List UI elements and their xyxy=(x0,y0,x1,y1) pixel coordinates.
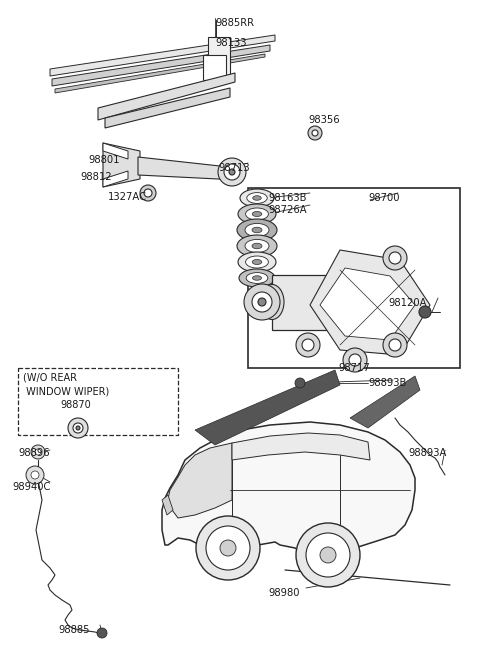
Circle shape xyxy=(31,445,45,459)
Ellipse shape xyxy=(252,243,262,249)
Polygon shape xyxy=(162,422,415,562)
Ellipse shape xyxy=(260,284,284,320)
Circle shape xyxy=(320,547,336,563)
Polygon shape xyxy=(55,54,265,93)
Circle shape xyxy=(252,292,272,312)
Polygon shape xyxy=(103,143,128,159)
Polygon shape xyxy=(232,433,370,460)
Text: WINDOW WIPER): WINDOW WIPER) xyxy=(23,386,109,396)
Circle shape xyxy=(419,306,431,318)
Circle shape xyxy=(76,426,80,430)
Ellipse shape xyxy=(240,189,274,207)
Polygon shape xyxy=(320,268,415,340)
Polygon shape xyxy=(195,370,340,445)
Text: 98133: 98133 xyxy=(215,38,247,48)
Circle shape xyxy=(343,348,367,372)
Polygon shape xyxy=(162,495,173,515)
Ellipse shape xyxy=(238,252,276,272)
Ellipse shape xyxy=(245,223,269,236)
Text: 98120A: 98120A xyxy=(388,298,427,308)
Ellipse shape xyxy=(252,227,262,233)
Circle shape xyxy=(295,378,305,388)
Bar xyxy=(18,368,178,435)
Text: 98940C: 98940C xyxy=(12,482,50,492)
Circle shape xyxy=(383,246,407,270)
Polygon shape xyxy=(50,35,275,76)
Circle shape xyxy=(144,189,152,197)
Text: 98885: 98885 xyxy=(58,625,89,635)
Bar xyxy=(272,275,360,330)
Text: 98893A: 98893A xyxy=(408,448,446,458)
Circle shape xyxy=(306,533,350,577)
Circle shape xyxy=(26,466,44,484)
Bar xyxy=(203,55,226,80)
Circle shape xyxy=(389,252,401,264)
Circle shape xyxy=(224,164,240,180)
Polygon shape xyxy=(98,73,235,120)
Ellipse shape xyxy=(246,256,268,268)
Polygon shape xyxy=(310,250,430,355)
Ellipse shape xyxy=(246,208,268,220)
Circle shape xyxy=(244,284,280,320)
Text: 98700: 98700 xyxy=(368,193,399,203)
Ellipse shape xyxy=(247,193,267,204)
Circle shape xyxy=(296,333,320,357)
Ellipse shape xyxy=(245,239,269,253)
Text: 98801: 98801 xyxy=(88,155,120,165)
Polygon shape xyxy=(52,45,270,86)
Ellipse shape xyxy=(239,269,275,287)
Text: 98356: 98356 xyxy=(308,115,340,125)
Circle shape xyxy=(229,169,235,175)
Circle shape xyxy=(206,526,250,570)
Ellipse shape xyxy=(237,219,277,241)
Circle shape xyxy=(258,298,266,306)
Circle shape xyxy=(218,158,246,186)
Ellipse shape xyxy=(253,196,261,200)
Polygon shape xyxy=(350,376,420,428)
Text: 98717: 98717 xyxy=(338,363,370,373)
Polygon shape xyxy=(103,143,140,187)
Circle shape xyxy=(73,423,83,433)
Circle shape xyxy=(389,339,401,351)
Polygon shape xyxy=(105,88,230,128)
Text: 98812: 98812 xyxy=(80,172,112,182)
Ellipse shape xyxy=(237,235,277,257)
Ellipse shape xyxy=(252,259,262,265)
Text: 98163B: 98163B xyxy=(268,193,307,203)
Text: 1327AC: 1327AC xyxy=(108,192,147,202)
Circle shape xyxy=(140,185,156,201)
Circle shape xyxy=(97,628,107,638)
Ellipse shape xyxy=(238,204,276,224)
Ellipse shape xyxy=(252,276,262,280)
Polygon shape xyxy=(138,157,238,180)
Text: 98896: 98896 xyxy=(18,448,49,458)
Text: 98870: 98870 xyxy=(60,400,91,410)
Ellipse shape xyxy=(252,212,262,217)
Text: 9885RR: 9885RR xyxy=(215,18,254,28)
Text: (W/O REAR: (W/O REAR xyxy=(23,373,77,383)
Bar xyxy=(208,37,230,79)
Circle shape xyxy=(68,418,88,438)
Circle shape xyxy=(296,523,360,587)
Bar xyxy=(248,188,460,368)
Text: 98726A: 98726A xyxy=(268,205,307,215)
Ellipse shape xyxy=(246,272,268,284)
Polygon shape xyxy=(167,443,232,518)
Polygon shape xyxy=(103,171,128,187)
Circle shape xyxy=(308,126,322,140)
Circle shape xyxy=(349,354,361,366)
Text: 98713: 98713 xyxy=(218,163,250,173)
Circle shape xyxy=(35,449,41,455)
Text: 98893B: 98893B xyxy=(368,378,407,388)
Circle shape xyxy=(31,471,39,479)
Text: 98980: 98980 xyxy=(268,588,300,598)
Circle shape xyxy=(196,516,260,580)
Circle shape xyxy=(302,339,314,351)
Circle shape xyxy=(220,540,236,556)
Circle shape xyxy=(383,333,407,357)
Circle shape xyxy=(312,130,318,136)
